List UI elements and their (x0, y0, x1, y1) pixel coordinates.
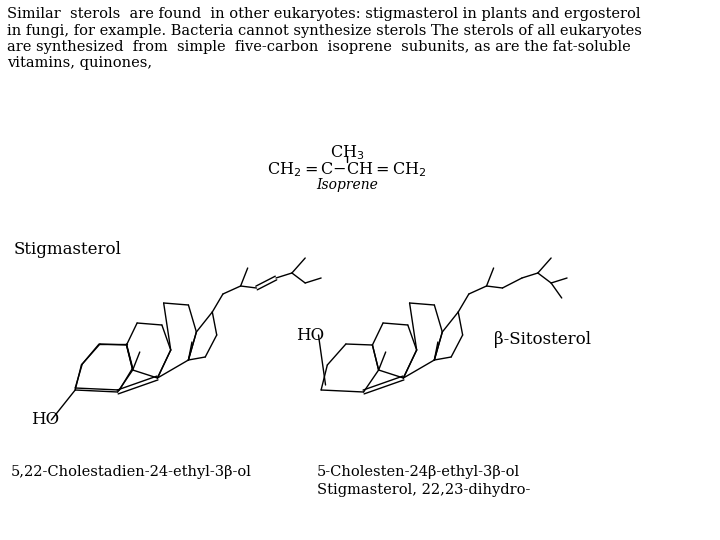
Text: Stigmasterol, 22,23-dihydro-: Stigmasterol, 22,23-dihydro- (317, 483, 530, 497)
Text: Similar  sterols  are found  in other eukaryotes: stigmasterol in plants and erg: Similar sterols are found in other eukar… (7, 7, 641, 21)
Text: HO: HO (297, 327, 325, 343)
Text: in fungi, for example. Bacteria cannot synthesize sterols The sterols of all euk: in fungi, for example. Bacteria cannot s… (7, 24, 642, 37)
Text: CH$_3$: CH$_3$ (330, 143, 364, 161)
Text: Isoprene: Isoprene (316, 178, 378, 192)
Text: 5-Cholesten-24β-ethyl-3β-ol: 5-Cholesten-24β-ethyl-3β-ol (317, 465, 520, 479)
Text: β-Sitosterol: β-Sitosterol (494, 332, 590, 348)
Text: 5,22-Cholestadien-24-ethyl-3β-ol: 5,22-Cholestadien-24-ethyl-3β-ol (11, 465, 251, 479)
Text: CH$_2$$=$C$-$CH$=$CH$_2$: CH$_2$$=$C$-$CH$=$CH$_2$ (267, 160, 426, 179)
Text: are synthesized  from  simple  five-carbon  isoprene  subunits, as are the fat-s: are synthesized from simple five-carbon … (7, 40, 631, 54)
Text: vitamins, quinones,: vitamins, quinones, (7, 57, 152, 71)
Text: Stigmasterol: Stigmasterol (13, 241, 121, 259)
Text: HO: HO (31, 411, 59, 429)
